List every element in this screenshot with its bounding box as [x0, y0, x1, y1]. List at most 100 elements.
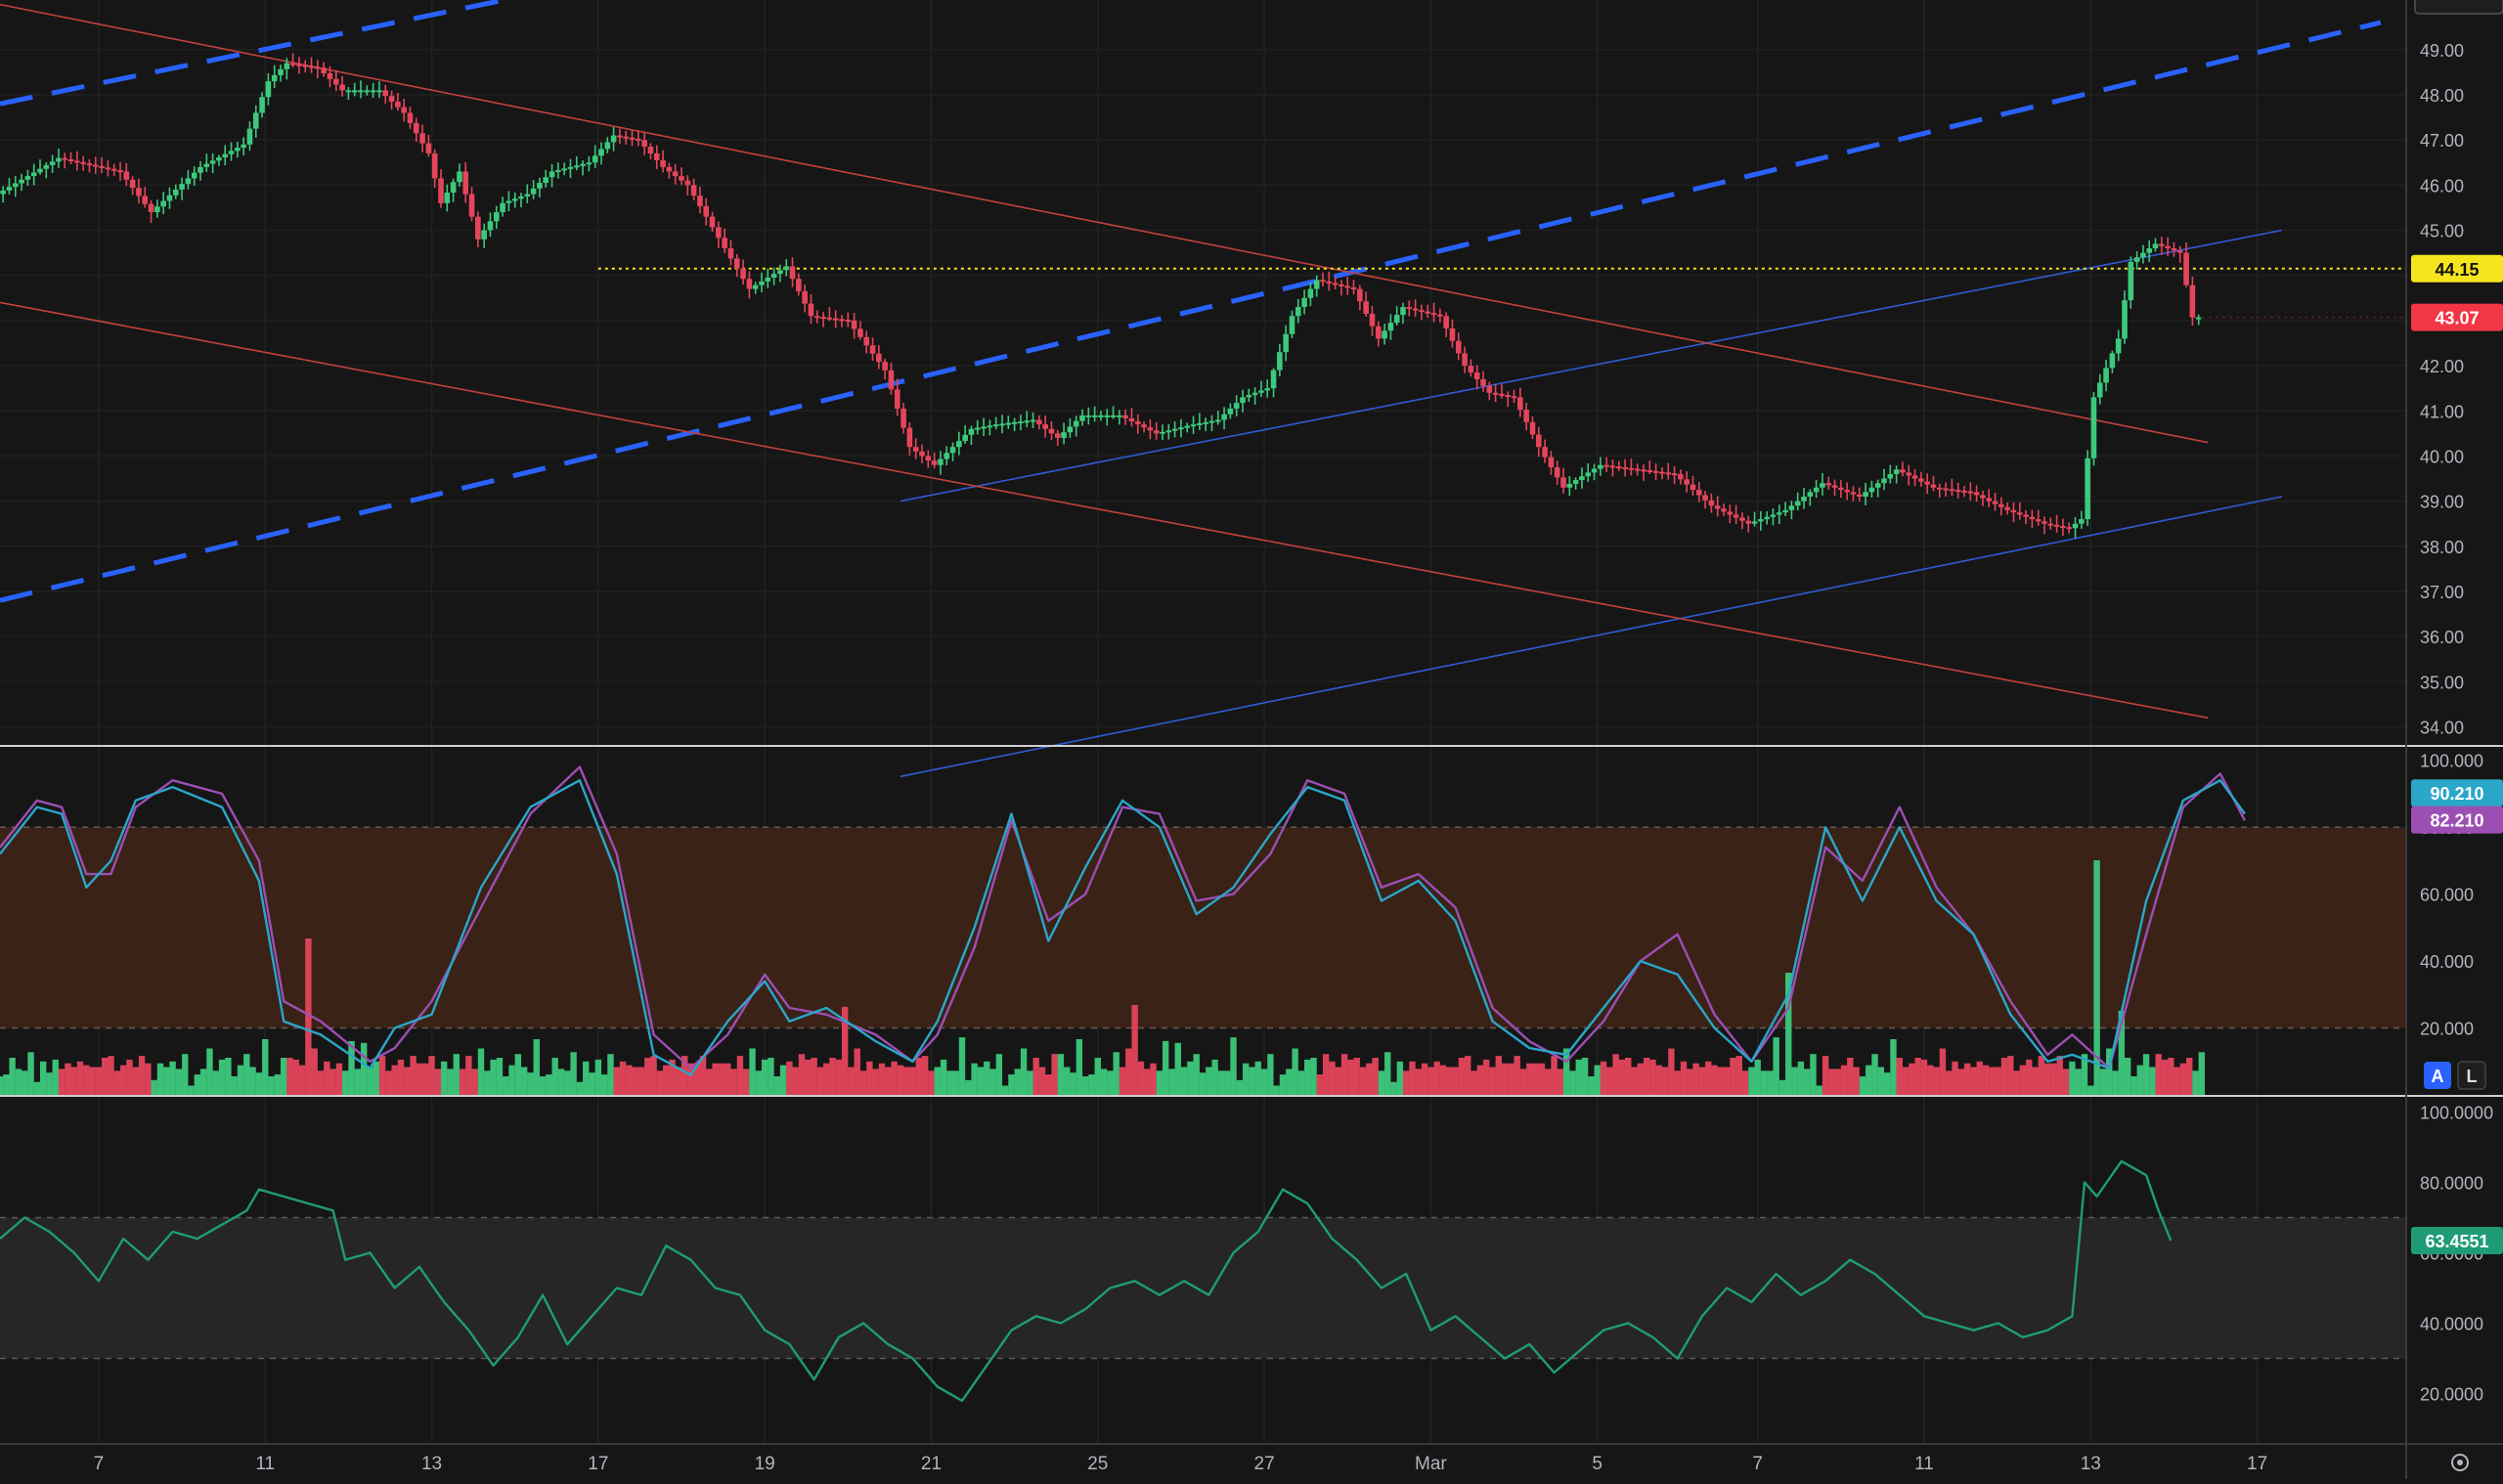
badge-last-price: 43.07	[2435, 309, 2479, 328]
volume-bar-218	[1340, 1054, 1348, 1095]
indicator-bands	[0, 826, 2405, 1360]
volume-bar-308	[1896, 1058, 1903, 1095]
candle-body-266	[1641, 469, 1647, 472]
rsi-line	[0, 1159, 2173, 1402]
volume-bar-312	[1920, 1059, 1928, 1095]
volume-bar-169	[1038, 1067, 1046, 1095]
log-scale-button[interactable]	[2457, 1061, 2486, 1090]
candle-body-337	[2079, 519, 2085, 524]
volume-bar-342	[2106, 1048, 2113, 1095]
candle-body-253	[1560, 477, 1566, 488]
volume-bar-48	[292, 1059, 299, 1095]
settings-gear-icon[interactable]	[2451, 1454, 2469, 1471]
candle-body-54	[332, 78, 339, 85]
auto-scale-button[interactable]	[2424, 1062, 2451, 1089]
volume-bar-23	[138, 1056, 146, 1095]
volume-bar-16	[95, 1067, 103, 1095]
volume-bar-124	[761, 1059, 768, 1095]
volume-bar-135	[829, 1058, 836, 1095]
top-right-control-button[interactable]	[2414, 0, 2503, 15]
volume-bar-84	[514, 1054, 522, 1095]
candle-body-242	[1492, 392, 1499, 395]
volume-bar-46	[280, 1058, 287, 1095]
candle-body-255	[1572, 480, 1579, 484]
candle-body-237	[1462, 353, 1468, 367]
candle-body-203	[1252, 392, 1258, 396]
volume-bar-137	[841, 1007, 849, 1095]
candle-body-14	[86, 163, 93, 166]
candle-body-139	[857, 328, 863, 337]
candle-body-16	[99, 165, 105, 168]
candle-body-126	[777, 270, 783, 275]
candle-body-45	[278, 68, 284, 75]
channel-line-1[interactable]	[0, 20, 2382, 603]
volume-bar-10	[58, 1069, 66, 1095]
candle-body-333	[2053, 524, 2060, 527]
time-axis-label: 13	[2081, 1454, 2101, 1474]
trend-channels[interactable]	[0, 0, 2405, 778]
candle-body-317	[1954, 490, 1961, 493]
candle-body-132	[813, 316, 820, 319]
volume-bar-126	[773, 1076, 780, 1095]
badge-rsi-bg	[2411, 1227, 2503, 1255]
pane-separator-1[interactable]	[0, 745, 2503, 747]
volume-bar-202	[1242, 1063, 1250, 1095]
volume-bar-324	[1995, 1067, 2001, 1095]
volume-bar-172	[1057, 1054, 1065, 1095]
rsi-line-path	[0, 1159, 2173, 1402]
channel-line-5[interactable]	[0, 301, 2209, 720]
volume-bar-92	[564, 1070, 571, 1095]
volume-bar-234	[1439, 1065, 1447, 1095]
volume-bar-170	[1045, 1074, 1052, 1095]
candle-body-176	[1085, 415, 1092, 417]
volume-bar-318	[1957, 1069, 1965, 1095]
candle-body-27	[166, 195, 173, 201]
volume-bar-175	[1076, 1039, 1083, 1095]
volume-bar-178	[1094, 1058, 1101, 1095]
volume-bar-44	[268, 1076, 275, 1095]
rsi-axis-label: 100.0000	[2420, 1103, 2493, 1122]
volume-bar-38	[231, 1076, 238, 1095]
candle-body-341	[2103, 368, 2109, 383]
volume-bar-177	[1088, 1074, 1095, 1095]
price-axis-label: 45.00	[2420, 222, 2464, 241]
channel-line-2[interactable]	[900, 229, 2283, 502]
candle-body-257	[1585, 472, 1592, 477]
candle-body-179	[1104, 415, 1111, 417]
volume-bar-239	[1471, 1070, 1477, 1095]
volume-bar-45	[274, 1074, 282, 1095]
candle-body-78	[481, 230, 487, 240]
candle-body-65	[401, 107, 407, 113]
price-axis-label: 46.00	[2420, 176, 2464, 196]
candle-body-301	[1856, 494, 1863, 497]
channel-line-0[interactable]	[0, 0, 593, 107]
candle-body-79	[487, 221, 494, 231]
candle-body-104	[641, 140, 647, 148]
channel-line-4[interactable]	[0, 3, 2209, 444]
candle-body-311	[1918, 478, 1924, 482]
candle-body-211	[1301, 297, 1307, 308]
volume-bar-278	[1711, 1065, 1718, 1095]
volume-bar-240	[1476, 1065, 1484, 1095]
volume-bar-247	[1519, 1069, 1527, 1095]
candle-body-273	[1684, 479, 1690, 485]
volume-bar-254	[1562, 1048, 1570, 1095]
time-axis-label: 25	[1087, 1454, 1108, 1474]
candle-body-63	[388, 96, 395, 102]
volume-bar-281	[1730, 1058, 1736, 1095]
candle-body-0	[0, 190, 6, 195]
candle-body-298	[1838, 487, 1844, 491]
pane-separator-2[interactable]	[0, 1095, 2503, 1097]
candle-body-322	[1986, 498, 1993, 502]
volume-bar-29	[175, 1069, 183, 1095]
candle-body-125	[770, 274, 777, 279]
volume-bar-238	[1465, 1056, 1471, 1095]
volume-bar-176	[1081, 1076, 1089, 1095]
candle-body-356	[2195, 317, 2202, 320]
candle-body-248	[1529, 421, 1536, 435]
channel-line-3[interactable]	[900, 496, 2283, 778]
